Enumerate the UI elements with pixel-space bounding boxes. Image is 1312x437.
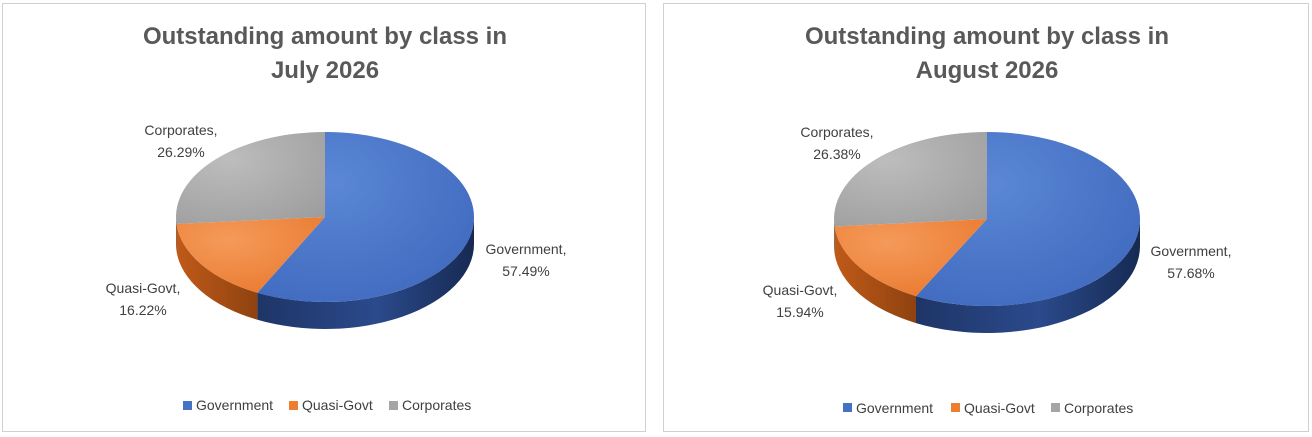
pie-side-corporates <box>834 219 835 254</box>
data-label-quasi-govt-value: 16.22% <box>119 302 166 318</box>
pie-side-quasi-govt <box>176 223 258 320</box>
legend-label-government: Government <box>856 400 933 416</box>
data-label-government-name: Government, <box>486 241 567 257</box>
data-label-government-value: 57.68% <box>1167 265 1214 281</box>
legend-swatch-quasi-govt <box>289 401 298 410</box>
data-label-corporates-name: Corporates, <box>144 122 217 138</box>
chart-panel-august: Outstanding amount by class in August 20… <box>663 3 1309 432</box>
pie-group <box>175 132 474 329</box>
pie-side-government <box>916 219 1140 333</box>
data-label-corporates-name: Corporates, <box>800 124 873 140</box>
data-label-government-value: 57.49% <box>502 263 549 279</box>
pie-slice-government <box>916 132 1140 306</box>
chart-panel-july: Outstanding amount by class in July 2026… <box>2 3 646 432</box>
legend-swatch-government <box>183 401 192 410</box>
legend-label-corporates: Corporates <box>1064 400 1133 416</box>
pie-side-quasi-govt <box>834 226 917 324</box>
pie-slice-corporates <box>834 132 987 227</box>
pie-slice-quasi-govt <box>176 217 325 293</box>
legend-swatch-quasi-govt <box>951 403 960 412</box>
pie-slice-corporates <box>175 132 325 224</box>
legend-swatch-corporates <box>1051 403 1060 412</box>
chart-title-line-2: August 2026 <box>916 57 1059 84</box>
legend-label-government: Government <box>196 397 273 413</box>
pie-chart-august: Outstanding amount by class in August 20… <box>763 23 1232 416</box>
data-label-corporates-value: 26.38% <box>813 146 860 162</box>
pie-group <box>834 132 1140 333</box>
legend-label-quasi-govt: Quasi-Govt <box>302 397 373 413</box>
legend-label-corporates: Corporates <box>402 397 471 413</box>
data-label-government-name: Government, <box>1151 243 1232 259</box>
data-label-corporates-value: 26.29% <box>157 144 204 160</box>
legend-swatch-government <box>843 403 852 412</box>
pie-side-government <box>257 217 474 329</box>
data-label-quasi-govt-name: Quasi-Govt, <box>106 280 181 296</box>
legend-swatch-corporates <box>389 401 398 410</box>
chart-title-line-1: Outstanding amount by class in <box>143 23 507 50</box>
pie-chart-july: Outstanding amount by class in July 2026… <box>106 23 567 413</box>
data-label-quasi-govt-name: Quasi-Govt, <box>763 282 838 298</box>
chart-title-line-2: July 2026 <box>271 57 379 84</box>
pie-slice-quasi-govt <box>834 219 987 297</box>
pie-slice-government <box>257 132 474 302</box>
chart-title-line-1: Outstanding amount by class in <box>805 23 1169 50</box>
legend-label-quasi-govt: Quasi-Govt <box>964 400 1035 416</box>
data-label-quasi-govt-value: 15.94% <box>776 304 823 320</box>
